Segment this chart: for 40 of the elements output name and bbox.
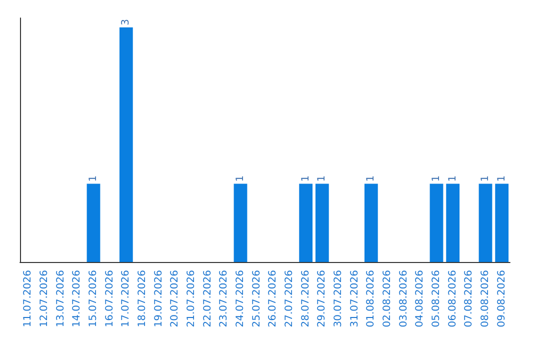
x-tick-label: 03.08.2026	[398, 270, 410, 328]
data-label: 1	[316, 175, 328, 182]
data-label: 1	[88, 175, 99, 182]
x-tick-label: 01.08.2026	[366, 270, 377, 328]
x-tick-label: 05.08.2026	[431, 270, 442, 328]
x-tick-label: 04.08.2026	[414, 270, 426, 328]
x-tick-label: 12.07.2026	[39, 270, 50, 328]
x-tick-label: 21.07.2026	[186, 270, 197, 328]
data-label: 1	[300, 175, 312, 182]
data-label: 1	[235, 175, 246, 182]
x-tick-label: 13.07.2026	[55, 270, 66, 328]
x-tick-label: 30.07.2026	[333, 270, 344, 328]
x-tick-label: 02.08.2026	[382, 270, 393, 328]
data-label: 1	[366, 175, 377, 182]
x-tick-label: 20.07.2026	[170, 270, 181, 328]
x-tick-label: 15.07.2026	[88, 270, 99, 328]
x-tick-label: 17.07.2026	[120, 270, 132, 328]
x-tick-label: 28.07.2026	[300, 270, 312, 328]
x-tick-label: 08.08.2026	[480, 270, 491, 328]
x-tick-label: 16.07.2026	[104, 270, 116, 328]
x-tick-label: 07.08.2026	[464, 270, 475, 328]
data-label: 3	[120, 19, 132, 26]
data-label: 1	[480, 175, 491, 182]
data-label: 1	[447, 175, 458, 182]
x-tick-label: 25.07.2026	[251, 270, 262, 328]
data-label: 1	[496, 175, 508, 182]
x-tick-label: 11.07.2026	[22, 270, 34, 328]
x-tick-label: 27.07.2026	[284, 270, 295, 328]
x-tick-label: 06.08.2026	[447, 270, 458, 328]
x-tick-label: 31.07.2026	[349, 270, 360, 328]
x-tick-label: 23.07.2026	[218, 270, 230, 328]
x-tick-label: 26.07.2026	[268, 270, 279, 328]
data-label: 1	[431, 175, 442, 182]
x-tick-label: 14.07.2026	[72, 270, 83, 328]
x-tick-label: 19.07.2026	[153, 270, 164, 328]
x-tick-label: 18.07.2026	[137, 270, 148, 328]
x-tick-label: 24.07.2026	[235, 270, 246, 328]
x-tick-label: 29.07.2026	[316, 270, 328, 328]
x-tick-label: 09.08.2026	[496, 270, 508, 328]
x-tick-label: 22.07.2026	[202, 270, 214, 328]
